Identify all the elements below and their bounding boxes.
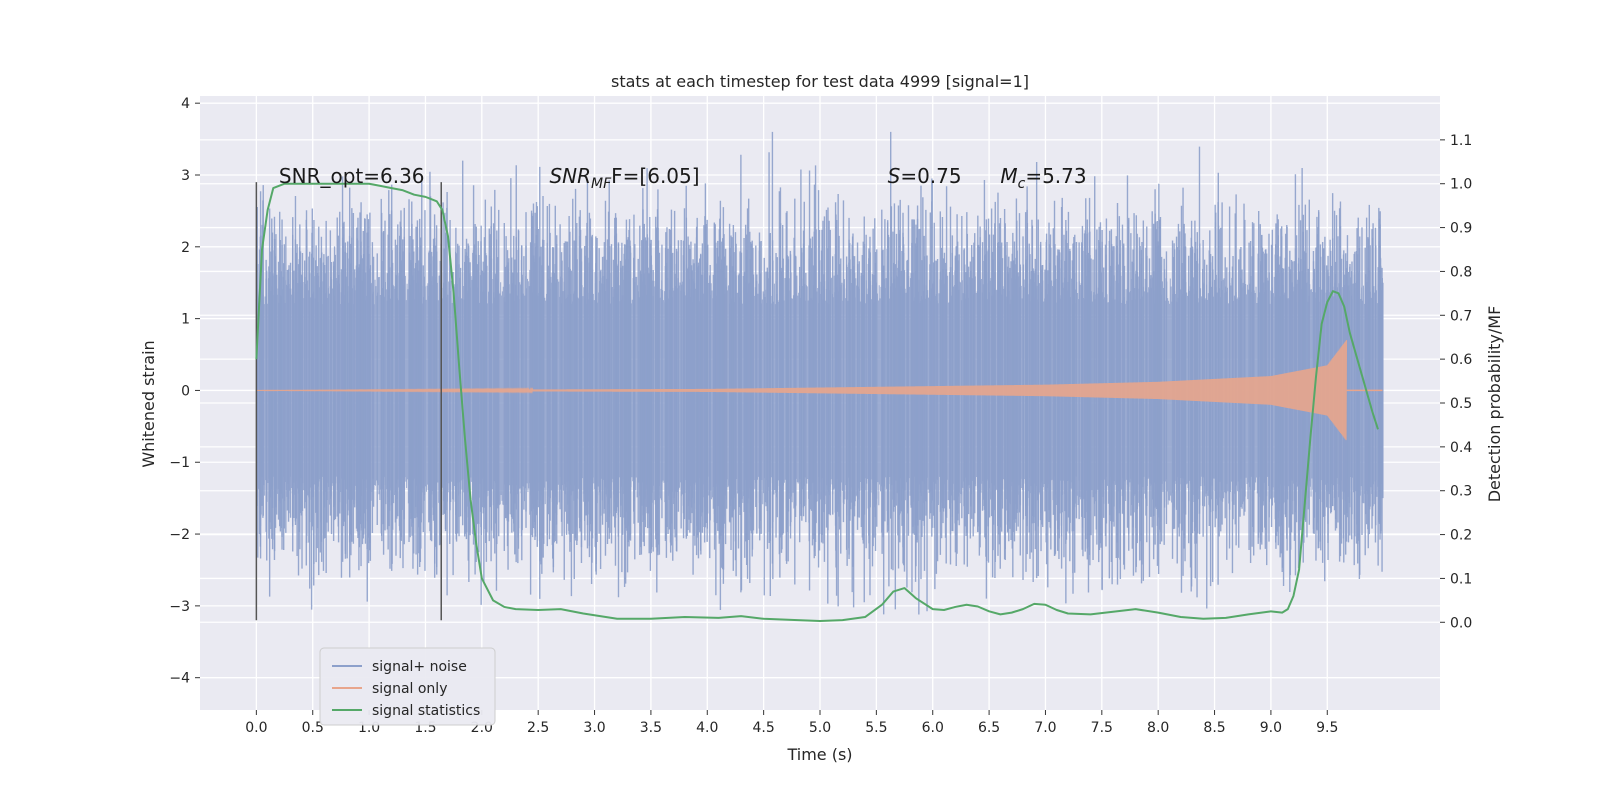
y-tick-label: 4 (181, 96, 190, 112)
y-right-tick-label: 0.1 (1450, 571, 1472, 587)
y-tick-label: −3 (169, 599, 190, 615)
y-right-tick-label: 0.9 (1450, 221, 1472, 237)
legend-label: signal only (372, 681, 447, 697)
y-tick-label: 0 (181, 383, 190, 399)
y-right-tick-label: 1.1 (1450, 133, 1472, 149)
annotation: SNRMFF=[6.05] (549, 164, 699, 192)
annotation-subscript: c (1018, 176, 1026, 192)
x-tick-label: 6.5 (978, 720, 1000, 736)
chirp-line (256, 340, 1348, 441)
y-right-tick-label: 1.0 (1450, 177, 1472, 193)
annotation: Mc=5.73 (1000, 164, 1086, 192)
y-tick-label: −4 (169, 671, 190, 687)
y-tick-label: 2 (181, 240, 190, 256)
signal-statistics-series (255, 182, 1379, 622)
y-right-tick-label: 0.5 (1450, 396, 1472, 412)
x-tick-label: 4.0 (696, 720, 718, 736)
y-right-tick-label: 0.2 (1450, 528, 1472, 544)
annotation-base: SNR (549, 164, 591, 188)
x-tick-label: 7.5 (1091, 720, 1113, 736)
annotation: SNR_opt=6.36 (279, 164, 425, 188)
y-tick-label: 3 (181, 168, 190, 184)
vertical-markers (255, 182, 442, 621)
legend-label: signal statistics (372, 703, 480, 719)
x-axis-label: Time (s) (786, 745, 852, 764)
x-tick-label: 4.5 (753, 720, 775, 736)
x-tick-label: 8.0 (1147, 720, 1169, 736)
x-tick-label: 8.5 (1203, 720, 1225, 736)
y-axis-right-label: Detection probability/MF (1485, 306, 1504, 503)
y-axis-label: Whitened strain (139, 340, 158, 467)
x-tick-label: 5.0 (809, 720, 831, 736)
x-tick-label: 5.5 (865, 720, 887, 736)
annotation-subscript: MF (591, 176, 612, 192)
annotation-rest: F=[6.05] (611, 164, 699, 188)
y-right-tick-label: 0.6 (1450, 352, 1472, 368)
signal-noise-series (255, 131, 1384, 615)
x-tick-label: 3.5 (640, 720, 662, 736)
x-tick-label: 3.0 (583, 720, 605, 736)
annotation-rest: =5.73 (1025, 164, 1086, 188)
x-tick-label: 7.0 (1034, 720, 1056, 736)
annotation-layer: SNR_opt=6.36 SNRMFF=[6.05] S=0.75 Mc=5.73 (279, 164, 1087, 192)
y-right-tick-label: 0.7 (1450, 308, 1472, 324)
y-right-tick-label: 0.4 (1450, 440, 1472, 456)
x-tick-label: 9.0 (1260, 720, 1282, 736)
legend-box (319, 647, 496, 726)
statistics-line (255, 182, 1379, 622)
legend: signal+ noise signal only signal statistic… (319, 647, 496, 726)
y-right-tick-label: 0.0 (1450, 615, 1472, 631)
x-tick-label: 2.5 (527, 720, 549, 736)
x-tick-label: 0.0 (245, 720, 267, 736)
y-right-tick-label: 0.3 (1450, 484, 1472, 500)
y-tick-label: −2 (169, 527, 190, 543)
x-tick-label: 9.5 (1316, 720, 1338, 736)
annotation-rest: =0.75 (900, 164, 961, 188)
chart-title: stats at each timestep for test data 499… (611, 72, 1029, 91)
x-tick-label: 6.0 (922, 720, 944, 736)
y-tick-label: 1 (181, 312, 190, 328)
y-tick-label: −1 (169, 455, 190, 471)
signal-only-series (256, 340, 1383, 441)
x-tick-label: 0.5 (302, 720, 324, 736)
y-right-tick-label: 0.8 (1450, 264, 1472, 280)
legend-label: signal+ noise (372, 659, 467, 675)
annotation-base: S (888, 164, 901, 188)
annotation-base: M (1000, 164, 1017, 188)
annotation: S=0.75 (888, 164, 962, 188)
